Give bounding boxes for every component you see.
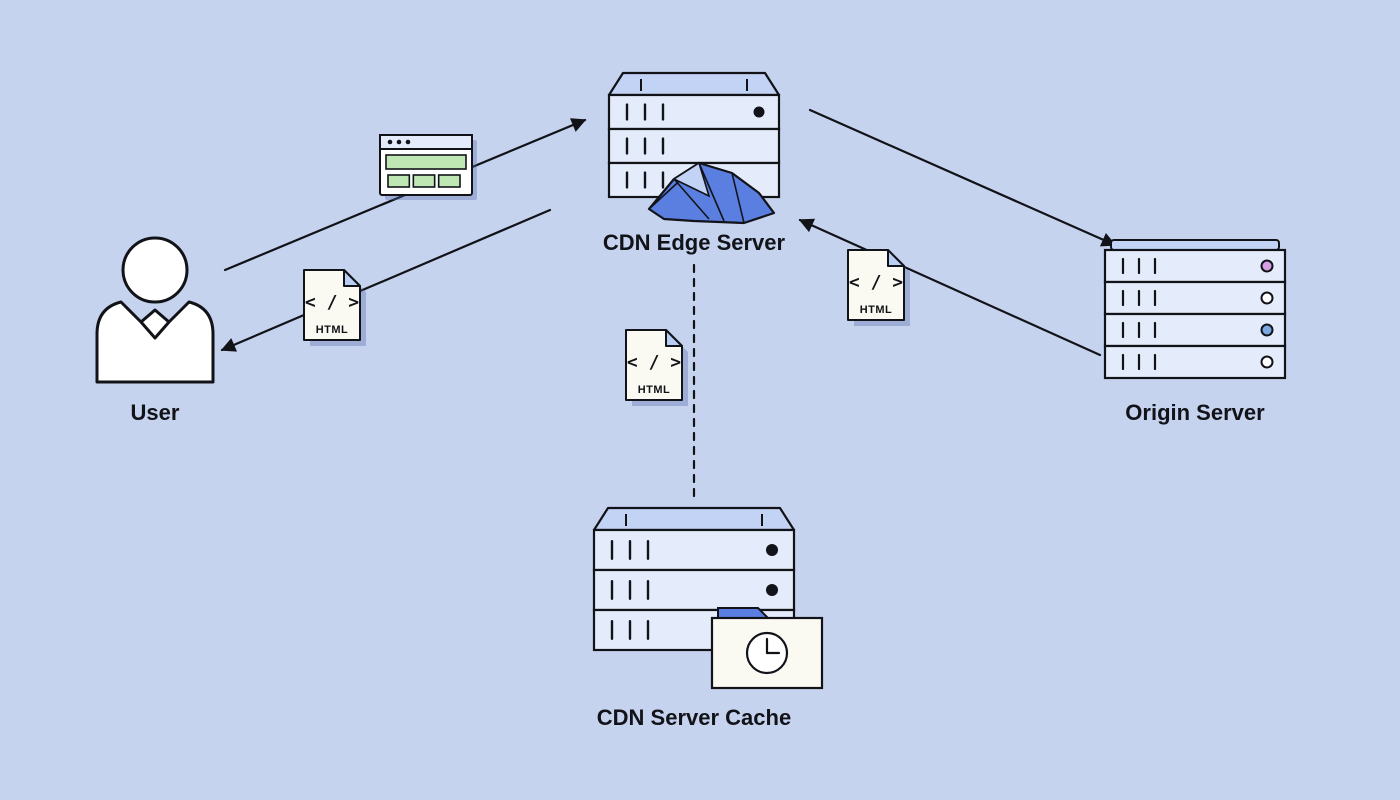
file-tag-text: HTML xyxy=(316,324,349,336)
file-code-text: < / > xyxy=(627,352,681,373)
browser-icon xyxy=(380,135,477,200)
html-file-edge-cache: < / > HTML xyxy=(626,330,688,406)
file-code-text: < / > xyxy=(305,292,359,313)
file-tag-text: HTML xyxy=(638,384,671,396)
user-label: User xyxy=(131,400,180,425)
cache-label: CDN Server Cache xyxy=(597,705,791,730)
origin-label: Origin Server xyxy=(1125,400,1265,425)
file-code-text: < / > xyxy=(849,272,903,293)
html-file-user-edge: < / > HTML xyxy=(304,270,366,346)
html-file-edge-origin: < / > HTML xyxy=(848,250,910,326)
file-tag-text: HTML xyxy=(860,304,893,316)
edge-label: CDN Edge Server xyxy=(603,230,786,255)
